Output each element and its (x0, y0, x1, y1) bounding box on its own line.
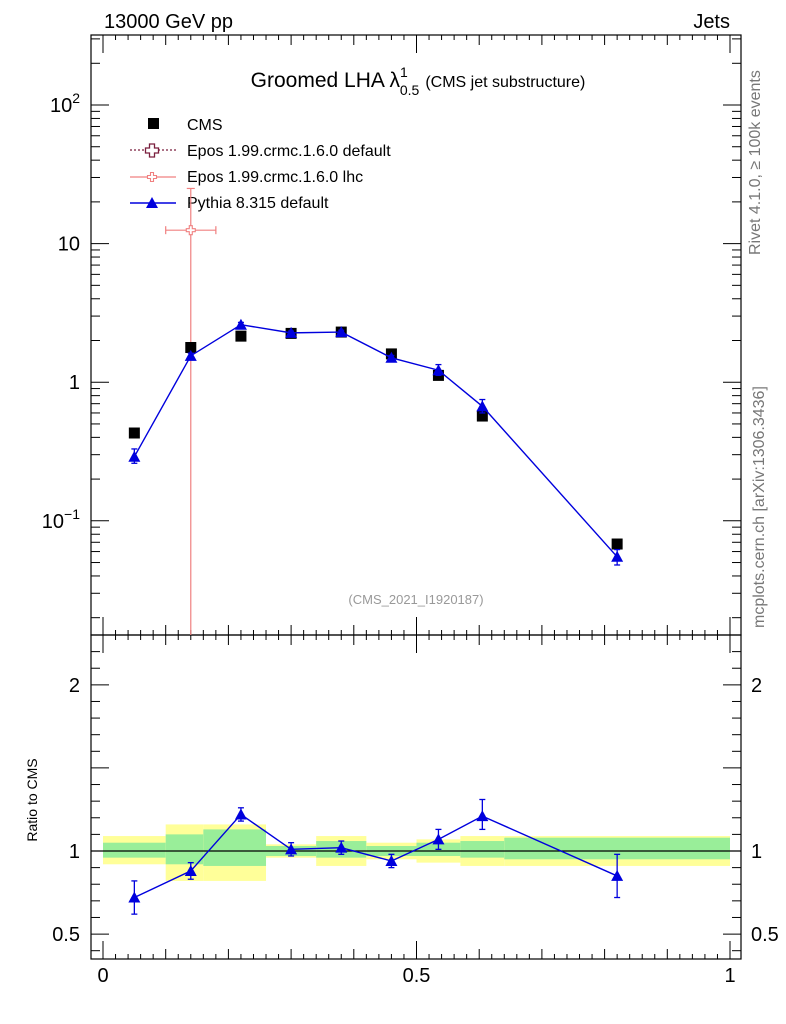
cms-data-point (235, 330, 247, 342)
pythia-ratio-point (476, 810, 489, 822)
pythia-ratio-point (128, 891, 141, 903)
pythia-line (133, 323, 618, 558)
x-tick-label: 1 (724, 965, 735, 987)
cms-data-point (476, 410, 488, 422)
legend-epos-lhc-label: Epos 1.99.crmc.1.6.0 lhc (187, 169, 363, 186)
main-marks (128, 187, 624, 635)
chart-title-main: Groomed LHA λ (251, 69, 401, 92)
pythia-point (184, 349, 197, 361)
ratio-y-tick-label-right: 0.5 (751, 924, 779, 946)
ratio-marks (128, 798, 624, 915)
header-left-label: 13000 GeV pp (104, 11, 233, 33)
ratio-band-inner (504, 837, 730, 860)
pythia-ratio-point (611, 869, 624, 881)
cms-data-point (611, 538, 623, 550)
legend-epos-default-marker (144, 143, 160, 158)
legend-epos-lhc-marker (146, 171, 158, 183)
legend-epos-default-label: Epos 1.99.crmc.1.6.0 default (187, 143, 391, 160)
ratio-y-tick-label-right: 1 (751, 841, 762, 863)
mcplots-label: mcplots.cern.ch [arXiv:1306.3436] (751, 386, 768, 628)
ratio-band-inner (203, 829, 267, 866)
main-y-tick-label: 10 (58, 234, 80, 256)
pythia-ratio-point (285, 843, 298, 855)
ratio-y-tick-label-left: 1 (69, 841, 80, 863)
ratio-ylabel: Ratio to CMS (24, 758, 40, 841)
x-tick-label: 0.5 (403, 965, 431, 987)
pythia-point (611, 550, 624, 562)
ratio-bands (103, 824, 730, 881)
legend: CMS Epos 1.99.crmc.1.6.0 default Epos 1.… (130, 117, 391, 212)
pythia-point (476, 400, 489, 412)
main-y-tick-exp: 2 (72, 90, 80, 106)
pythia-point (432, 364, 445, 376)
pythia-ratio-point (234, 808, 247, 820)
epos-lhc-point (185, 225, 196, 236)
header-right-label: Jets (693, 11, 730, 33)
ratio-y-tick-label-right: 2 (751, 675, 762, 697)
main-y-tick-base: 10 (42, 511, 64, 533)
cms-data-point (128, 427, 140, 439)
ratio-band-inner (165, 834, 204, 865)
chart-title-sup: 1 (400, 64, 408, 80)
legend-cms-marker (148, 118, 159, 129)
main-y-tick-base: 1 (69, 372, 80, 394)
pythia-point (335, 326, 348, 338)
chart-title-sub: 0.5 (400, 82, 420, 98)
pythia-ratio-point (432, 833, 445, 845)
ratio-band-inner (103, 842, 166, 858)
legend-pythia-marker (146, 197, 158, 208)
main-y-tick-label: 1 (69, 372, 80, 394)
pythia-ratio-point (335, 841, 348, 853)
ratio-y-tick-label-left: 2 (69, 675, 80, 697)
legend-pythia-label: Pythia 8.315 default (187, 195, 329, 212)
main-y-tick-base: 10 (58, 234, 80, 256)
rivet-label: Rivet 4.1.0, ≥ 100k events (747, 70, 764, 255)
main-y-tick-label: 10−1 (42, 506, 80, 533)
legend-cms-label: CMS (187, 117, 223, 134)
pythia-ratio-point (184, 864, 197, 876)
pythia-point (385, 351, 398, 363)
cms-data-point (185, 342, 197, 354)
main-y-tick-label: 102 (50, 90, 80, 117)
pythia-point (128, 450, 141, 462)
x-tick-label: 0 (97, 965, 108, 987)
ratio-band-inner (460, 841, 505, 858)
ratio-panel-frame (90, 634, 742, 960)
pythia-ratio-point (385, 854, 398, 866)
main-y-tick-base: 10 (50, 95, 72, 117)
chart-title: Groomed LHA λ1 0.5 (CMS jet substructure) (251, 64, 586, 98)
pythia-point (285, 326, 298, 338)
pythia-point (234, 318, 247, 330)
analysis-label: (CMS_2021_I1920187) (348, 592, 483, 607)
chart-title-suffix: (CMS jet substructure) (425, 74, 585, 91)
ratio-y-tick-label-left: 0.5 (52, 924, 80, 946)
main-y-tick-exp: −1 (64, 506, 80, 522)
